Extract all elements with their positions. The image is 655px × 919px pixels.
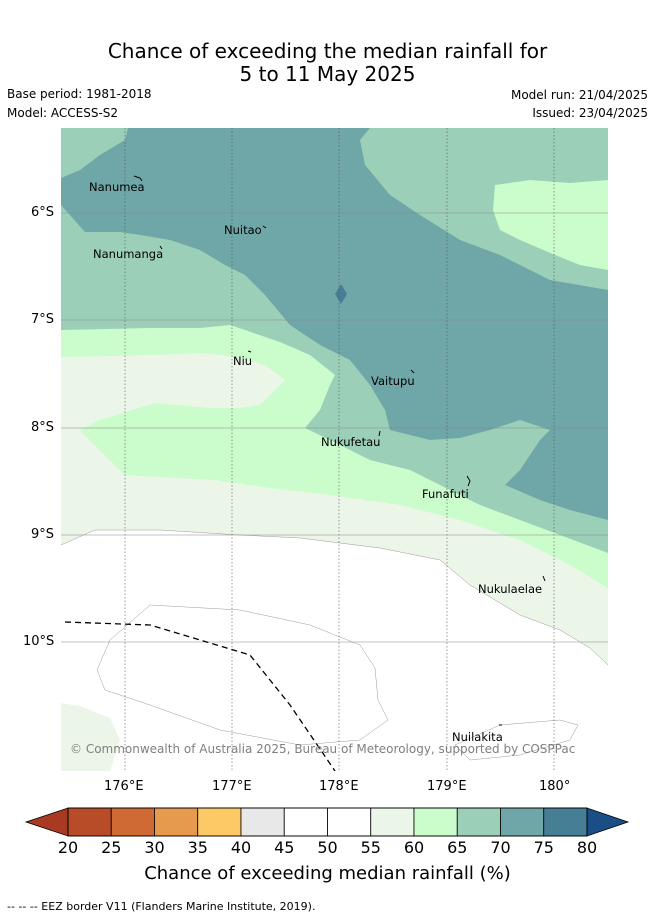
colorbar-swatch-40-45 bbox=[240, 807, 285, 837]
lon-label-179: 179°E bbox=[427, 779, 467, 794]
place-niu: Niu bbox=[233, 354, 253, 368]
eez-footnote: -- -- -- EEZ border V11 (Flanders Marine… bbox=[7, 900, 316, 913]
colorbar-swatch-60-65 bbox=[413, 807, 458, 837]
colorbar-frame bbox=[67, 807, 588, 837]
latitude-lines bbox=[61, 212, 608, 643]
lon-label-178: 178°E bbox=[319, 779, 359, 794]
chart-title: Chance of exceeding the median rainfall … bbox=[0, 40, 655, 86]
colorbar-tick-45: 45 bbox=[274, 838, 295, 857]
colorbar-tick-50: 50 bbox=[317, 838, 338, 857]
base-period: Base period: 1981-2018 bbox=[7, 87, 152, 101]
colorbar-tick-60: 60 bbox=[403, 838, 425, 857]
title-line-2: 5 to 11 May 2025 bbox=[239, 62, 416, 86]
colorbar-tick-30: 30 bbox=[144, 838, 165, 857]
lon-label-180: 180° bbox=[539, 779, 571, 794]
model-name: Model: ACCESS-S2 bbox=[7, 106, 119, 120]
colorbar-swatch-30-35 bbox=[154, 807, 199, 837]
place-funafuti: Funafuti bbox=[422, 487, 469, 501]
lat-label-6s: 6°S bbox=[31, 205, 55, 220]
colorbar-tick-80: 80 bbox=[576, 838, 598, 857]
colorbar-tick-70: 70 bbox=[490, 838, 511, 857]
colorbar-tick-55: 55 bbox=[360, 838, 381, 857]
colorbar-swatch-55-60 bbox=[370, 807, 415, 837]
graticule bbox=[124, 128, 555, 771]
probability-contours bbox=[61, 128, 608, 771]
colorbar-swatch-45-50 bbox=[283, 807, 328, 837]
lat-label-10s: 10°S bbox=[23, 634, 55, 649]
colorbar-swatch-25-30 bbox=[110, 807, 155, 837]
colorbar-tick-40: 40 bbox=[230, 838, 252, 857]
colorbar-max-arrow bbox=[586, 807, 630, 837]
issued-date: Issued: 23/04/2025 bbox=[532, 106, 648, 120]
colorbar-swatch-65-70 bbox=[456, 807, 501, 837]
region-55-60-sw bbox=[61, 703, 120, 771]
colorbar-swatch-70-75 bbox=[500, 807, 545, 837]
colorbar-tick-75: 75 bbox=[533, 838, 554, 857]
region-75-80-spot bbox=[335, 284, 347, 304]
island-marks bbox=[133, 175, 546, 726]
eez-border bbox=[64, 621, 336, 771]
colorbar-tick-25: 25 bbox=[101, 838, 122, 857]
colorbar-tick-20: 20 bbox=[57, 838, 79, 857]
place-nanumanga: Nanumanga bbox=[93, 247, 164, 261]
colorbar-label: Chance of exceeding median rainfall (%) bbox=[144, 863, 511, 884]
lat-label-9s: 9°S bbox=[31, 527, 55, 542]
lon-label-176: 176°E bbox=[104, 779, 144, 794]
region-70-75 bbox=[61, 128, 608, 520]
colorbar-swatch-20-25 bbox=[67, 807, 112, 837]
colorbar-tick-65: 65 bbox=[447, 838, 468, 857]
colorbar-tick-35: 35 bbox=[187, 838, 208, 857]
colorbar-swatch-50-55 bbox=[327, 807, 372, 837]
region-60-65-ne bbox=[493, 180, 608, 270]
place-nukufetau: Nukufetau bbox=[321, 435, 381, 449]
copyright-notice: © Commonwealth of Australia 2025, Bureau… bbox=[70, 742, 576, 756]
colorbar-min-arrow bbox=[24, 807, 69, 837]
colorbar-swatch-35-40 bbox=[197, 807, 242, 837]
region-65-70-inner bbox=[61, 128, 128, 178]
place-vaitupu: Vaitupu bbox=[371, 374, 415, 388]
place-nukulaelae: Nukulaelae bbox=[478, 582, 543, 596]
place-nuilakita: Nuilakita bbox=[452, 730, 503, 744]
colorbar-swatch-75-80 bbox=[543, 807, 588, 837]
place-nuitao: Nuitao bbox=[224, 223, 262, 237]
model-run: Model run: 21/04/2025 bbox=[510, 88, 648, 102]
lon-label-177: 177°E bbox=[212, 779, 252, 794]
title-line-1: Chance of exceeding the median rainfall … bbox=[107, 39, 548, 63]
lat-label-8s: 8°S bbox=[31, 420, 55, 435]
colorbar-swatches bbox=[67, 807, 588, 837]
place-nanumea: Nanumea bbox=[89, 180, 145, 194]
lat-label-7s: 7°S bbox=[31, 312, 55, 327]
